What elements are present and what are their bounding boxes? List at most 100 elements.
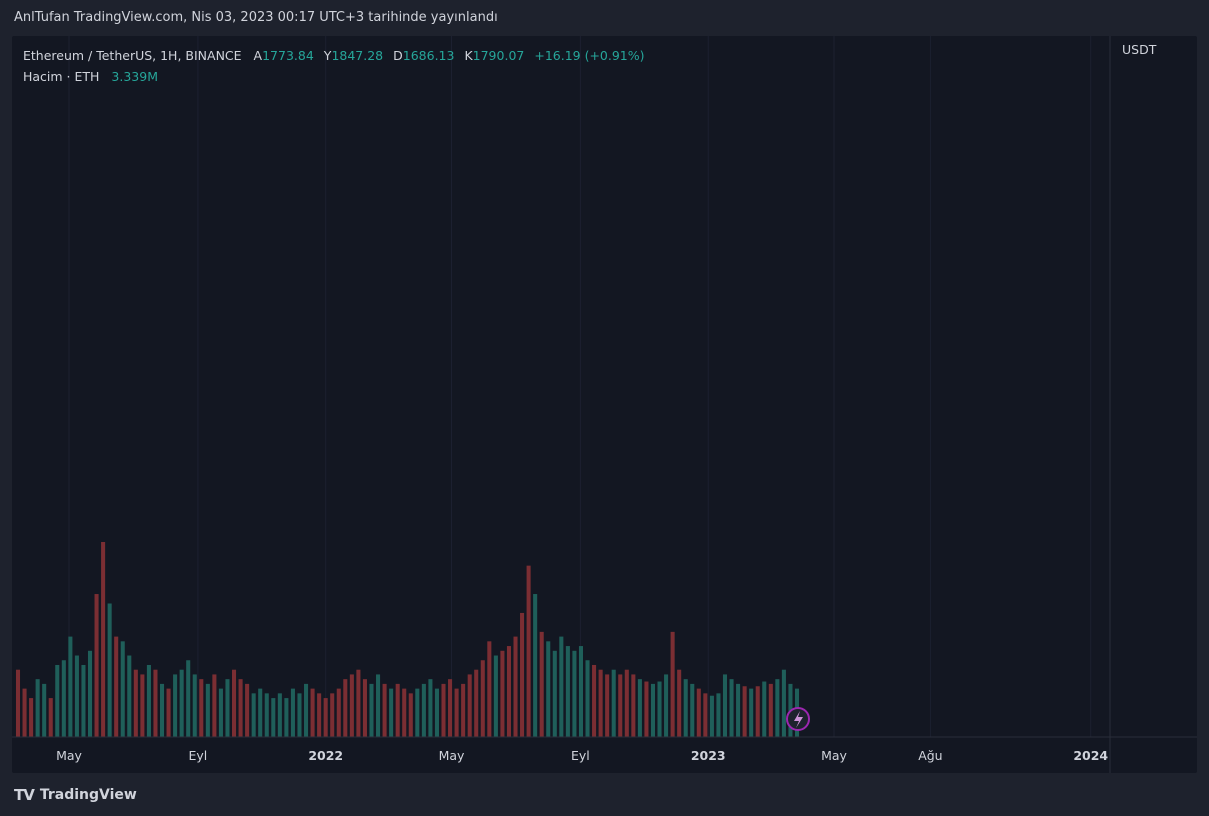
volume-bar: [304, 683, 309, 737]
volume-label[interactable]: Hacim · ETH: [23, 69, 100, 84]
volume-bar: [546, 641, 551, 737]
low-value: 1686.13: [402, 48, 455, 63]
volume-bar: [114, 636, 119, 737]
volume-bar: [467, 674, 472, 737]
volume-bar: [539, 631, 544, 737]
volume-bar: [729, 679, 734, 737]
volume-bar: [677, 669, 682, 737]
volume-bar: [474, 669, 479, 737]
volume-bar: [781, 669, 786, 737]
volume-bar: [277, 693, 282, 737]
volume-bar: [107, 603, 112, 737]
volume-bar: [376, 674, 381, 737]
close-value: 1790.07: [472, 48, 525, 63]
high-value: 1847.28: [331, 48, 384, 63]
x-tick-label: Ağu: [918, 748, 942, 763]
volume-bar: [297, 693, 302, 737]
volume-bar: [22, 688, 27, 737]
x-tick-label: Eyl: [189, 748, 208, 763]
volume-bar: [709, 695, 714, 737]
volume-bar: [369, 683, 374, 737]
x-tick-label: May: [56, 748, 82, 763]
x-tick-label: 2022: [308, 748, 343, 763]
volume-bar: [598, 669, 603, 737]
x-tick-label: May: [821, 748, 847, 763]
volume-bar: [434, 688, 439, 737]
volume-bar: [231, 669, 237, 737]
volume-bar: [251, 693, 256, 737]
tradingview-logo[interactable]: TV TradingView: [14, 786, 137, 804]
volume-bar: [87, 650, 93, 737]
volume-bar: [146, 664, 151, 737]
open-value: 1773.84: [262, 48, 314, 63]
volume-bar: [421, 683, 426, 737]
volume-bar: [644, 681, 649, 737]
chart-panel[interactable]: USDT3400.003000.002600.002300.002100.001…: [12, 36, 1197, 773]
volume-bar: [245, 683, 250, 737]
low-label: D: [393, 48, 403, 63]
volume-row: Hacim · ETH 3.339M: [23, 66, 645, 87]
brand-name: TradingView: [39, 787, 137, 803]
volume-bar: [159, 683, 165, 737]
volume-bar: [703, 693, 708, 737]
volume-bar: [605, 674, 610, 737]
volume-bar: [133, 669, 138, 737]
volume-value: 3.339M: [111, 69, 158, 84]
volume-bar: [212, 674, 217, 737]
volume-bar: [35, 679, 40, 737]
volume-bar: [716, 693, 721, 737]
volume-bar: [186, 660, 191, 737]
volume-bar: [323, 698, 328, 737]
volume-bar: [755, 686, 760, 737]
volume-bar: [120, 641, 125, 737]
volume-bar: [349, 674, 354, 737]
volume-bar: [402, 688, 407, 737]
volume-bar: [552, 650, 557, 737]
volume-bar: [15, 669, 21, 737]
tradingview-logo-icon: TV: [14, 786, 35, 804]
volume-bar: [153, 669, 158, 737]
volume-bar: [762, 681, 767, 737]
volume-bar: [742, 686, 747, 737]
volume-bar: [29, 698, 34, 737]
volume-bar: [48, 698, 53, 737]
volume-bar: [330, 693, 335, 737]
volume-bar: [506, 646, 511, 737]
volume-bar: [670, 631, 675, 737]
volume-bar: [493, 655, 498, 737]
volume-bar: [127, 655, 132, 737]
ohlc-row: Ethereum / TetherUS, 1H, BINANCE A1773.8…: [23, 45, 645, 66]
currency-label: USDT: [1122, 42, 1157, 57]
volume-bar: [526, 565, 531, 737]
volume-bar: [192, 674, 197, 737]
volume-bar: [317, 693, 322, 737]
volume-bar: [395, 683, 400, 737]
lightning-bolt-icon: [794, 711, 803, 728]
volume-bar: [290, 688, 295, 737]
volume-bar: [500, 650, 505, 737]
volume-bar: [55, 664, 60, 737]
volume-bar: [441, 683, 446, 737]
volume-bar: [258, 688, 263, 737]
chart-legend: Ethereum / TetherUS, 1H, BINANCE A1773.8…: [23, 45, 645, 87]
volume-bar: [205, 683, 210, 737]
volume-bar: [356, 669, 361, 737]
high-label: Y: [323, 48, 332, 63]
volume-bar: [225, 679, 230, 737]
volume-bar: [74, 655, 79, 737]
volume-bar: [749, 688, 754, 737]
volume-bar: [461, 683, 466, 737]
volume-bar: [736, 683, 741, 737]
volume-bar: [336, 688, 341, 737]
change-value: +16.19 (+0.91%): [534, 48, 645, 63]
volume-bar: [624, 669, 629, 737]
volume-bar: [81, 664, 86, 737]
volume-bar: [578, 646, 584, 737]
volume-bar: [637, 679, 642, 737]
volume-bar: [284, 698, 289, 737]
open-label: A: [253, 48, 263, 63]
price-chart[interactable]: USDT3400.003000.002600.002300.002100.001…: [12, 36, 1197, 773]
volume-bar: [448, 679, 453, 737]
symbol-label[interactable]: Ethereum / TetherUS, 1H, BINANCE: [23, 48, 242, 63]
volume-bar: [533, 594, 538, 737]
